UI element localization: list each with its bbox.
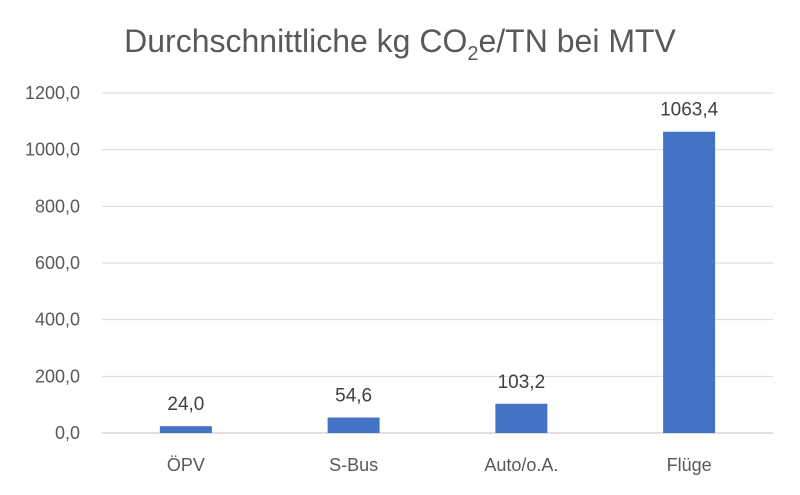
y-tick-label: 400,0 — [35, 310, 80, 330]
x-tick-label: Flüge — [667, 455, 712, 475]
bar — [495, 403, 548, 433]
x-tick-label: Auto/o.A. — [484, 455, 558, 475]
bar — [327, 417, 380, 433]
data-label: 24,0 — [167, 394, 204, 415]
y-tick-label: 600,0 — [35, 253, 80, 273]
bars — [159, 131, 716, 433]
chart-title-end: e/TN bei MTV — [478, 23, 676, 59]
y-tick-label: 800,0 — [35, 196, 80, 216]
data-labels: 24,0 54,6 103,2 1063,4 — [167, 100, 718, 415]
y-tick-label: 0,0 — [55, 423, 80, 443]
data-label: 54,6 — [335, 386, 372, 407]
bar — [663, 131, 716, 433]
bar — [159, 426, 212, 433]
chart-title: Durchschnittliche kg CO2e/TN bei MTV — [124, 23, 676, 65]
gridlines — [102, 92, 773, 434]
y-tick-label: 200,0 — [35, 366, 80, 386]
x-axis-tick-labels: ÖPV S-Bus Auto/o.A. Flüge — [167, 455, 712, 475]
x-tick-label: S-Bus — [329, 455, 378, 475]
data-label: 1063,4 — [660, 100, 719, 121]
y-tick-label: 1200,0 — [25, 83, 80, 103]
x-tick-label: ÖPV — [167, 455, 205, 475]
data-label: 103,2 — [498, 372, 546, 393]
chart-title-subscript: 2 — [467, 43, 478, 65]
y-tick-label: 1000,0 — [25, 140, 80, 160]
chart-title-main: Durchschnittliche kg CO — [124, 23, 467, 59]
y-axis-tick-labels: 0,0 200,0 400,0 600,0 800,0 1000,0 1200,0 — [25, 83, 80, 443]
